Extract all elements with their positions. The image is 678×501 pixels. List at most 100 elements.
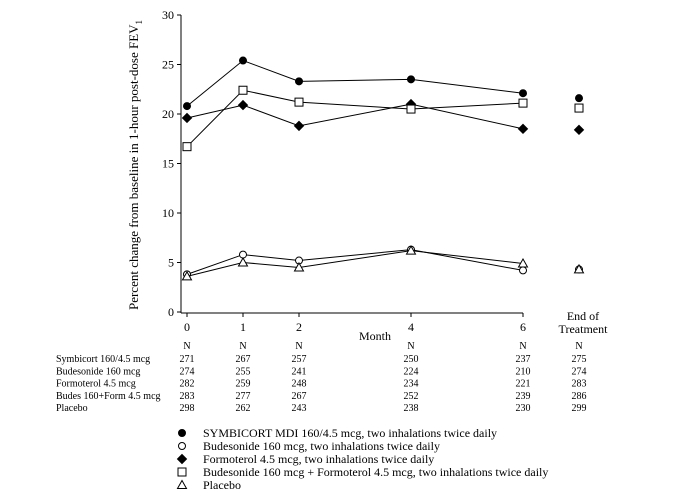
x-tick-label: 1 [240,320,246,334]
n-table-row-label: Budes 160+Form 4.5 mcg [56,391,161,402]
legend-item: SYMBICORT MDI 160/4.5 mcg, two inhalatio… [178,426,497,440]
filled-circle-marker [519,89,527,98]
open-circle-marker [519,266,527,275]
n-table-cell: 267 [236,354,251,365]
y-tick-label: 10 [162,206,174,220]
n-table-cell: 277 [236,391,251,402]
n-table-cell: 259 [236,379,251,390]
legend-item: Budesonide 160 mcg + Formoterol 4.5 mcg,… [177,465,548,479]
n-table-cell: 241 [292,366,307,377]
x-axis-label: Month [359,329,391,343]
legend-item: Placebo [176,478,241,492]
series-line [186,249,524,275]
open-triangle-marker [293,261,305,272]
n-table-cell: 252 [404,391,419,402]
filled-circle-marker [295,77,303,86]
x-tick-label: 2 [296,320,302,334]
x-tick-label: 0 [184,320,190,334]
filled-diamond-marker [517,123,529,135]
open-square-marker [574,103,584,113]
n-header: N [239,341,246,352]
n-table-cell: 283 [180,391,195,402]
y-axis-label-text: Percent change from baseline in 1-hour p… [126,24,141,310]
legend-label: Budesonide 160 mcg + Formoterol 4.5 mcg,… [203,465,548,479]
n-table-cell: 224 [404,366,419,377]
n-table-cell: 237 [516,354,531,365]
filled-diamond-marker [176,453,188,465]
filled-diamond-marker [181,112,193,124]
n-table-cell: 274 [180,366,195,377]
n-table-cell: 286 [572,391,587,402]
n-header: N [575,341,582,352]
filled-diamond-marker [293,120,305,132]
open-triangle-marker [517,257,529,268]
end-of-treatment-label-1: End of [567,309,599,323]
n-table-cell: 243 [292,403,307,414]
y-tick-label: 15 [162,157,174,171]
n-table-cell: 267 [292,391,307,402]
legend-item: Formoterol 4.5 mcg, two inhalations twic… [176,452,434,466]
series [182,85,584,152]
x-tick-label: 6 [520,320,526,334]
series [183,56,583,111]
filled-circle-marker [239,56,247,65]
y-axis-label-subscript: 1 [134,20,144,25]
legend-label: Budesonide 160 mcg, two inhalations twic… [203,439,440,453]
n-table-cell: 230 [516,403,531,414]
open-triangle-marker [181,270,193,281]
n-table-cell: 239 [516,391,531,402]
n-header: N [519,341,526,352]
legend-item: Budesonide 160 mcg, two inhalations twic… [178,439,440,453]
end-of-treatment-label-2: Treatment [559,322,609,336]
y-tick-label: 0 [168,305,174,319]
open-square-marker [518,98,528,108]
n-table-cell: 250 [404,354,419,365]
open-square-marker [294,97,304,107]
filled-diamond-marker [573,124,585,136]
n-header: N [407,341,414,352]
filled-circle-marker [575,94,583,103]
series-line [186,89,524,148]
n-table-row-label: Symbicort 160/4.5 mcg [56,354,150,365]
filled-diamond-marker [237,99,249,111]
n-table-row-label: Budesonide 160 mcg [56,366,140,377]
n-table-row-label: Placebo [56,403,88,414]
n-table-row-label: Formoterol 4.5 mcg [56,379,136,390]
n-table-cell: 299 [572,403,587,414]
open-square-marker [177,467,187,477]
n-table-cell: 282 [180,379,195,390]
open-triangle-marker [176,479,188,489]
series [181,245,585,281]
n-table-cell: 221 [516,379,531,390]
n-header: N [295,341,302,352]
open-triangle-marker [573,263,585,274]
n-table-cell: 274 [572,366,587,377]
open-circle-marker [178,442,186,450]
filled-circle-marker [183,102,191,111]
y-tick-label: 20 [162,107,174,121]
legend-label: Formoterol 4.5 mcg, two inhalations twic… [203,452,434,466]
n-table-cell: 275 [572,354,587,365]
n-table-cell: 255 [236,366,251,377]
n-table-cell: 298 [180,403,195,414]
open-square-marker [182,142,192,152]
n-header: N [183,341,190,352]
n-table-cell: 257 [292,354,307,365]
open-square-marker [406,104,416,114]
n-table-cell: 210 [516,366,531,377]
open-triangle-marker [237,256,249,267]
n-table-cell: 234 [404,379,419,390]
filled-circle-marker [407,75,415,84]
n-table-cell: 248 [292,379,307,390]
series-line [186,250,524,277]
n-table-cell: 262 [236,403,251,414]
x-tick-label: 4 [408,320,414,334]
y-axis-label: Percent change from baseline in 1-hour p… [126,20,144,310]
open-square-marker [238,85,248,95]
series-line [186,103,524,130]
filled-circle-marker [178,429,186,437]
y-tick-label: 30 [162,8,174,22]
legend-label: SYMBICORT MDI 160/4.5 mcg, two inhalatio… [203,426,497,440]
n-table-cell: 238 [404,403,419,414]
